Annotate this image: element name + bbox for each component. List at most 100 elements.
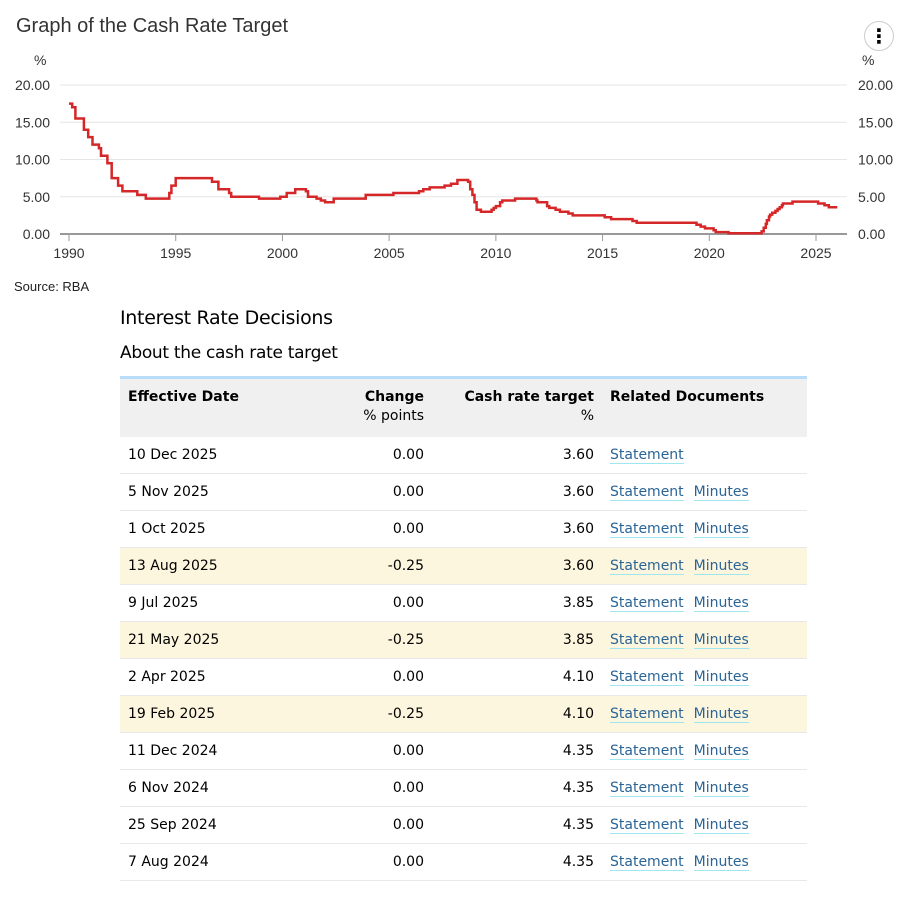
cell-rate: 4.35: [432, 806, 602, 844]
minutes-link[interactable]: Minutes: [693, 521, 749, 538]
statement-link[interactable]: Statement: [610, 521, 684, 538]
statement-link[interactable]: Statement: [610, 817, 684, 834]
table-row: 1 Oct 2025 0.00 3.60 Statement Minutes: [120, 510, 807, 548]
minutes-link[interactable]: Minutes: [693, 669, 749, 686]
cell-docs: Statement Minutes: [602, 695, 807, 733]
cell-date: 6 Nov 2024: [120, 769, 306, 807]
cell-rate: 3.60: [432, 473, 602, 511]
column-header: Cash rate target%: [432, 377, 602, 437]
x-tick-label: 1990: [53, 245, 84, 261]
minutes-link[interactable]: Minutes: [693, 632, 749, 649]
statement-link[interactable]: Statement: [610, 669, 684, 686]
statement-link[interactable]: Statement: [610, 632, 684, 649]
cell-date: 21 May 2025: [120, 621, 306, 659]
y-axis-label-left: %: [34, 52, 46, 68]
minutes-link[interactable]: Minutes: [693, 743, 749, 760]
cell-docs: Statement Minutes: [602, 510, 807, 548]
cell-change: 0.00: [306, 843, 432, 881]
table-row: 21 May 2025 -0.25 3.85 Statement Minutes: [120, 621, 807, 659]
table-row: 11 Dec 2024 0.00 4.35 Statement Minutes: [120, 732, 807, 770]
minutes-link[interactable]: Minutes: [693, 558, 749, 575]
cell-docs: Statement Minutes: [602, 843, 807, 881]
statement-link[interactable]: Statement: [610, 447, 684, 464]
minutes-link[interactable]: Minutes: [693, 780, 749, 797]
section-subtitle: About the cash rate target: [120, 343, 338, 363]
cell-date: 11 Dec 2024: [120, 732, 306, 770]
cell-change: -0.25: [306, 621, 432, 659]
minutes-link[interactable]: Minutes: [693, 817, 749, 834]
cell-docs: Statement Minutes: [602, 769, 807, 807]
table-row: 9 Jul 2025 0.00 3.85 Statement Minutes: [120, 584, 807, 622]
cell-change: 0.00: [306, 769, 432, 807]
cell-rate: 4.35: [432, 843, 602, 881]
cell-change: 0.00: [306, 437, 432, 474]
chart-title: Graph of the Cash Rate Target: [16, 15, 289, 37]
cell-docs: Statement Minutes: [602, 584, 807, 622]
table-row: 2 Apr 2025 0.00 4.10 Statement Minutes: [120, 658, 807, 696]
cell-date: 9 Jul 2025: [120, 584, 306, 622]
table-row: 19 Feb 2025 -0.25 4.10 Statement Minutes: [120, 695, 807, 733]
statement-link[interactable]: Statement: [610, 780, 684, 797]
cell-docs: Statement Minutes: [602, 806, 807, 844]
chart-menu-button[interactable]: ⋮: [864, 21, 894, 51]
table-row: 7 Aug 2024 0.00 4.35 Statement Minutes: [120, 843, 807, 881]
column-header: Change % points: [306, 377, 432, 437]
cell-rate: 3.85: [432, 621, 602, 659]
minutes-link[interactable]: Minutes: [693, 854, 749, 871]
table-row: 5 Nov 2025 0.00 3.60 Statement Minutes: [120, 473, 807, 511]
y-axis-label-right: %: [862, 52, 874, 68]
column-header: Related Documents: [602, 377, 807, 437]
header-label: Change: [364, 389, 424, 405]
statement-link[interactable]: Statement: [610, 743, 684, 760]
cell-docs: Statement Minutes: [602, 732, 807, 770]
chart-source: Source: RBA: [14, 279, 90, 294]
y-tick-label-right: 20.00: [858, 77, 893, 93]
cell-date: 10 Dec 2025: [120, 437, 306, 474]
cell-docs: Statement Minutes: [602, 473, 807, 511]
cell-docs: Statement: [602, 437, 807, 474]
cell-date: 19 Feb 2025: [120, 695, 306, 733]
minutes-link[interactable]: Minutes: [693, 595, 749, 612]
cell-rate: 3.60: [432, 437, 602, 474]
cell-date: 25 Sep 2024: [120, 806, 306, 844]
cell-change: -0.25: [306, 695, 432, 733]
minutes-link[interactable]: Minutes: [693, 484, 749, 501]
x-tick-label: 2020: [694, 245, 725, 261]
header-unit: %: [580, 408, 594, 424]
cell-date: 5 Nov 2025: [120, 473, 306, 511]
header-label: Related Documents: [610, 389, 765, 405]
cell-change: 0.00: [306, 732, 432, 770]
cell-rate: 3.60: [432, 547, 602, 585]
x-tick-label: 1995: [160, 245, 191, 261]
header-unit: % points: [363, 408, 424, 424]
cell-change: 0.00: [306, 658, 432, 696]
y-tick-label-left: 10.00: [15, 152, 50, 168]
cell-docs: Statement Minutes: [602, 621, 807, 659]
statement-link[interactable]: Statement: [610, 595, 684, 612]
statement-link[interactable]: Statement: [610, 558, 684, 575]
cell-change: 0.00: [306, 806, 432, 844]
cell-rate: 4.35: [432, 769, 602, 807]
minutes-link[interactable]: Minutes: [693, 706, 749, 723]
section-title: Interest Rate Decisions: [120, 307, 333, 329]
y-tick-label-right: 15.00: [858, 114, 893, 130]
table-row: 6 Nov 2024 0.00 4.35 Statement Minutes: [120, 769, 807, 807]
cell-rate: 3.60: [432, 510, 602, 548]
column-header: Effective Date: [120, 377, 306, 437]
cell-date: 7 Aug 2024: [120, 843, 306, 881]
statement-link[interactable]: Statement: [610, 854, 684, 871]
cell-rate: 3.85: [432, 584, 602, 622]
y-tick-label-left: 0.00: [23, 226, 50, 242]
statement-link[interactable]: Statement: [610, 484, 684, 501]
x-tick-label: 2025: [800, 245, 831, 261]
y-tick-label-left: 20.00: [15, 77, 50, 93]
table-row: 13 Aug 2025 -0.25 3.60 Statement Minutes: [120, 547, 807, 585]
cell-docs: Statement Minutes: [602, 547, 807, 585]
cell-rate: 4.10: [432, 658, 602, 696]
cell-date: 2 Apr 2025: [120, 658, 306, 696]
cash-rate-chart: % % 0.00 0.00 5.00 5.00 10.00 10.00 15.00 15.00 20…: [15, 52, 893, 261]
statement-link[interactable]: Statement: [610, 706, 684, 723]
table-row: 10 Dec 2025 0.00 3.60 Statement: [120, 437, 807, 474]
cash-rate-line: [69, 102, 838, 235]
more-vertical-icon: ⋮: [869, 24, 889, 48]
